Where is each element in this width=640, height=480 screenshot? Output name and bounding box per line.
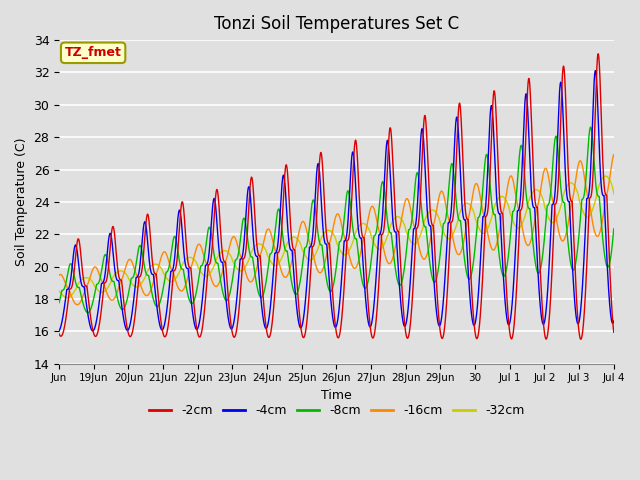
Y-axis label: Soil Temperature (C): Soil Temperature (C) <box>15 138 28 266</box>
Title: Tonzi Soil Temperatures Set C: Tonzi Soil Temperatures Set C <box>214 15 459 33</box>
Text: TZ_fmet: TZ_fmet <box>65 46 122 60</box>
Legend: -2cm, -4cm, -8cm, -16cm, -32cm: -2cm, -4cm, -8cm, -16cm, -32cm <box>143 399 529 422</box>
X-axis label: Time: Time <box>321 389 352 402</box>
